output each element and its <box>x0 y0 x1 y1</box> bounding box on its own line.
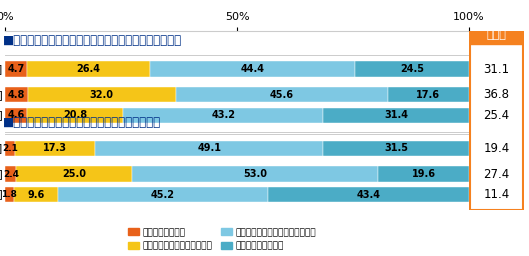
Text: 43.4: 43.4 <box>357 189 380 200</box>
Text: 4.7: 4.7 <box>7 64 25 74</box>
Text: ■（自身の）親との会話のネタがなくて困ることがある: ■（自身の）親との会話のネタがなくて困ることがある <box>3 34 182 47</box>
Bar <box>27 61 150 77</box>
Text: 31.5: 31.5 <box>384 143 408 154</box>
Text: 11.4: 11.4 <box>484 188 509 201</box>
Text: 20.8: 20.8 <box>63 110 87 120</box>
Text: 31.1: 31.1 <box>484 63 509 76</box>
Bar <box>26 108 123 123</box>
Text: ■子どもとの会話のネタがなくて困ることがある: ■子どもとの会話のネタがなくて困ることがある <box>3 116 161 129</box>
Text: 25.4: 25.4 <box>484 109 509 122</box>
Text: 同意率: 同意率 <box>487 29 506 40</box>
Bar <box>16 166 132 182</box>
Text: 31.4: 31.4 <box>384 110 408 120</box>
Bar <box>355 61 469 77</box>
Text: 4.6: 4.6 <box>7 110 24 120</box>
Text: 男性[n=500]: 男性[n=500] <box>0 169 3 179</box>
Text: 男性[n=500]: 男性[n=500] <box>0 90 3 100</box>
Text: 53.0: 53.0 <box>243 169 267 179</box>
Text: 25.0: 25.0 <box>62 169 86 179</box>
Text: 43.2: 43.2 <box>211 110 235 120</box>
Text: 女性[n=500]: 女性[n=500] <box>0 110 3 120</box>
Bar <box>378 166 469 182</box>
Text: 4.8: 4.8 <box>8 90 25 100</box>
Text: 45.2: 45.2 <box>151 189 175 200</box>
Text: 45.6: 45.6 <box>270 90 294 100</box>
Text: 36.8: 36.8 <box>484 88 509 101</box>
Bar <box>95 141 323 156</box>
Text: 19.4: 19.4 <box>484 142 509 155</box>
Bar <box>176 87 388 102</box>
Bar <box>5 187 14 202</box>
Bar <box>132 166 378 182</box>
Bar <box>388 87 469 102</box>
Bar <box>5 141 15 156</box>
Bar <box>5 87 28 102</box>
Bar <box>123 108 324 123</box>
Bar <box>28 87 176 102</box>
Text: 17.3: 17.3 <box>43 143 67 154</box>
Text: 17.6: 17.6 <box>416 90 440 100</box>
Text: 32.0: 32.0 <box>90 90 114 100</box>
Bar <box>5 166 16 182</box>
Text: 26.4: 26.4 <box>76 64 101 74</box>
Bar <box>58 187 268 202</box>
Text: 27.4: 27.4 <box>484 168 509 180</box>
Bar <box>469 26 524 44</box>
Text: 2.4: 2.4 <box>3 169 19 179</box>
Bar <box>14 187 58 202</box>
Text: 全体[n=1000]: 全体[n=1000] <box>0 143 3 154</box>
Text: 女性[n=500]: 女性[n=500] <box>0 189 3 200</box>
Bar <box>5 108 26 123</box>
Text: 全体[n=1000]: 全体[n=1000] <box>0 64 3 74</box>
Text: 1.8: 1.8 <box>2 190 17 199</box>
Text: 9.6: 9.6 <box>28 189 44 200</box>
Text: 49.1: 49.1 <box>197 143 221 154</box>
Text: 2.1: 2.1 <box>2 144 18 153</box>
Bar <box>268 187 469 202</box>
Bar <box>324 108 469 123</box>
Text: 44.4: 44.4 <box>241 64 264 74</box>
Text: 19.6: 19.6 <box>412 169 436 179</box>
Bar <box>323 141 469 156</box>
Bar <box>15 141 95 156</box>
Bar <box>5 61 27 77</box>
Legend: 非常にあてはまる, どちらかといえばあてはまる, どちらかといえばあてはまらない, 全くあてはまらない: 非常にあてはまる, どちらかといえばあてはまる, どちらかといえばあてはまらない… <box>124 224 320 254</box>
Bar <box>150 61 355 77</box>
Text: 24.5: 24.5 <box>400 64 424 74</box>
